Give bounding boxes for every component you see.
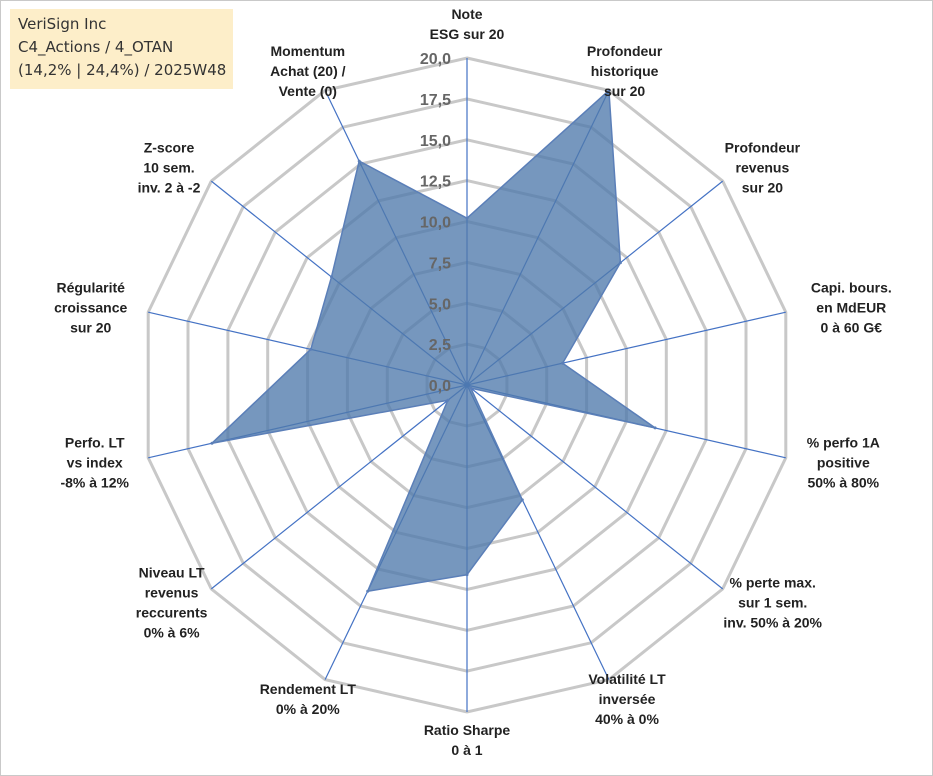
axis-label-8-line-1: 0% à 20%: [276, 701, 340, 717]
axis-label-5-line-1: sur 1 sem.: [738, 594, 807, 610]
tick-label-5: 12,5: [420, 174, 451, 191]
axis-label-9: Niveau LT revenus reccurents 0% à 6%: [136, 564, 208, 640]
axis-label-3-line-1: en MdEUR: [816, 299, 886, 315]
axis-label-6: Volatilité LT inversée 40% à 0%: [588, 671, 666, 727]
axis-label-13-line-0: Momentum: [270, 43, 345, 59]
series-point-13: [357, 159, 361, 163]
series-point-2: [618, 261, 622, 265]
axis-label-8: Rendement LT 0% à 20%: [260, 681, 357, 717]
axis-label-7-line-0: Ratio Sharpe: [424, 722, 511, 738]
axis-label-4: % perfo 1A positive 50% à 80%: [807, 435, 880, 491]
axis-label-6-line-1: inversée: [599, 691, 656, 707]
axis-label-12-line-2: inv. 2 à -2: [138, 180, 201, 196]
axis-label-5: % perte max. sur 1 sem. inv. 50% à 20%: [723, 574, 822, 630]
series-point-3: [561, 361, 565, 365]
axis-label-4-line-1: positive: [817, 455, 870, 471]
axis-label-10-line-0: Perfo. LT: [65, 435, 125, 451]
axis-label-6-line-2: 40% à 0%: [595, 711, 659, 727]
axis-label-2-line-1: revenus: [736, 160, 790, 176]
axis-label-9-line-3: 0% à 6%: [144, 624, 201, 640]
series-point-0: [465, 216, 469, 220]
axis-label-3-line-0: Capi. bours.: [811, 279, 892, 295]
series-point-8: [366, 589, 370, 593]
radar-tick-labels: 0,0 2,5 5,0 7,5 10,0 12,5 15,0 17,5 20,0: [420, 51, 451, 395]
axis-label-0-line-1: ESG sur 20: [430, 26, 505, 42]
axis-label-9-line-2: reccurents: [136, 604, 208, 620]
axis-label-4-line-0: % perfo 1A: [807, 435, 880, 451]
company-name: VeriSign Inc: [18, 15, 107, 33]
axis-label-13: Momentum Achat (20) / Vente (0): [270, 43, 346, 99]
axis-label-0-line-0: Note: [451, 6, 482, 22]
series-point-12: [330, 275, 333, 279]
axis-label-1-line-2: sur 20: [604, 83, 645, 99]
axis-label-7: Ratio Sharpe 0 à 1: [424, 722, 511, 758]
tick-label-3: 7,5: [429, 255, 451, 272]
axis-label-11: Régularité croissance sur 20: [54, 279, 127, 335]
radar-series: [210, 88, 657, 593]
stats-line: (14,2% | 24,4%) / 2025W48: [18, 61, 227, 79]
tick-label-7: 17,5: [420, 92, 451, 109]
axis-label-8-line-0: Rendement LT: [260, 681, 357, 697]
series-point-7: [465, 573, 469, 577]
axis-label-2: Profondeur revenus sur 20: [725, 140, 801, 196]
axis-label-13-line-2: Vente (0): [279, 83, 337, 99]
series-point-9: [446, 398, 450, 402]
axis-label-2-line-2: sur 20: [742, 180, 783, 196]
axis-label-9-line-1: revenus: [145, 584, 199, 600]
axis-label-10-line-1: vs index: [67, 455, 123, 471]
axis-label-12-line-0: Z-score: [144, 140, 195, 156]
axis-label-11-line-2: sur 20: [70, 319, 111, 335]
series-point-11: [309, 347, 313, 351]
axis-label-1-line-0: Profondeur: [587, 43, 663, 59]
tick-label-0: 0,0: [429, 378, 451, 395]
category-line: C4_Actions / 4_OTAN: [18, 38, 174, 56]
axis-label-5-line-2: inv. 50% à 20%: [723, 614, 822, 630]
axis-label-10-line-2: -8% à 12%: [60, 475, 129, 491]
series-point-4: [653, 426, 657, 430]
axis-label-1-line-1: historique: [591, 63, 659, 79]
tick-label-8: 20,0: [420, 51, 451, 68]
axis-label-2-line-0: Profondeur: [725, 140, 801, 156]
series-point-6: [520, 498, 524, 502]
axis-label-3-line-2: 0 à 60 G€: [821, 319, 883, 335]
axis-label-12-line-1: 10 sem.: [143, 160, 194, 176]
axis-label-11-line-0: Régularité: [56, 279, 125, 295]
axis-label-11-line-1: croissance: [54, 299, 127, 315]
series-point-5: [469, 386, 473, 390]
axis-label-13-line-1: Achat (20) /: [270, 63, 346, 79]
axis-label-7-line-1: 0 à 1: [451, 742, 482, 758]
axis-label-1: Profondeur historique sur 20: [587, 43, 663, 99]
axis-label-9-line-0: Niveau LT: [139, 564, 205, 580]
axis-label-12: Z-score 10 sem. inv. 2 à -2: [138, 140, 201, 196]
axis-label-5-line-0: % perte max.: [730, 574, 816, 590]
tick-label-4: 10,0: [420, 215, 451, 232]
axis-label-10: Perfo. LT vs index -8% à 12%: [60, 435, 129, 491]
title-box: VeriSign Inc C4_Actions / 4_OTAN (14,2% …: [10, 9, 233, 89]
tick-label-1: 2,5: [429, 337, 451, 354]
spoke-5: [466, 384, 724, 590]
axis-label-6-line-0: Volatilité LT: [588, 671, 666, 687]
axis-label-4-line-2: 50% à 80%: [807, 475, 879, 491]
tick-label-2: 5,0: [429, 296, 451, 313]
spoke-9: [210, 384, 468, 590]
series-point-1: [607, 88, 611, 92]
series-point-10: [210, 441, 214, 445]
axis-label-0: Note ESG sur 20: [430, 6, 505, 42]
axis-label-3: Capi. bours. en MdEUR 0 à 60 G€: [811, 279, 892, 335]
radar-axis-labels: Note ESG sur 20 Profondeur historique sur 20…: [54, 6, 892, 758]
tick-label-6: 15,0: [420, 133, 451, 150]
